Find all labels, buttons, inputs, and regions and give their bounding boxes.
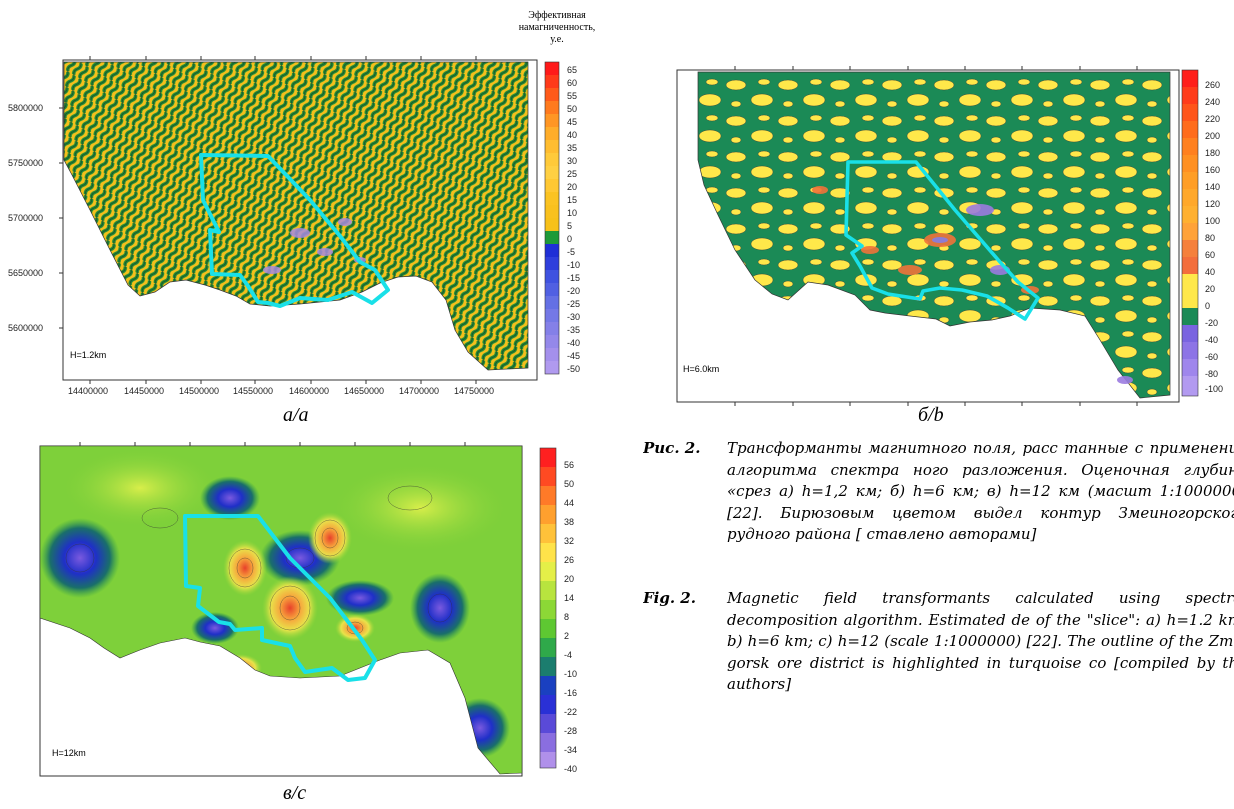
x-tick-label: 14500000 [179, 386, 220, 396]
colorbar-label: 50 [567, 104, 578, 114]
colorbar-a [544, 61, 560, 375]
colorbar-label: -5 [567, 247, 576, 257]
ore-district-contour [183, 514, 377, 682]
colorbar-label: -80 [1205, 369, 1219, 379]
colorbar-label: -40 [567, 338, 581, 348]
colorbar-title: Эффективная намагниченность, у.е. [518, 10, 596, 45]
colorbar-label: -30 [567, 312, 581, 322]
colorbar-label: 25 [567, 169, 578, 179]
colorbar-label: 45 [567, 117, 578, 127]
colorbar-label: 56 [564, 460, 575, 470]
colorbar-label: 55 [567, 91, 578, 101]
colorbar-label: 32 [564, 536, 575, 546]
colorbar-label: 65 [567, 65, 578, 75]
map-area [63, 61, 529, 371]
colorbar-label: 50 [564, 479, 575, 489]
colorbar-label: 140 [1205, 182, 1221, 192]
colorbar-label: -20 [567, 286, 581, 296]
y-tick-label: 5750000 [8, 158, 44, 168]
x-tick-label: 14550000 [233, 386, 274, 396]
magnetization-map-a [59, 56, 560, 384]
colorbar-label: 120 [1205, 199, 1221, 209]
ore-district-contour [199, 153, 390, 308]
colorbar-label: 44 [564, 498, 575, 508]
map-frame [62, 59, 538, 381]
colorbar-label: 0 [567, 234, 573, 244]
colorbar-label: -100 [1205, 384, 1224, 394]
x-tick-label: 14700000 [399, 386, 440, 396]
x-tick-label: 14600000 [289, 386, 330, 396]
panel-caption: б/b [918, 404, 944, 426]
caption-text: Magnetic field transformants calculated … [727, 589, 1234, 693]
colorbar-label: 20 [567, 182, 578, 192]
colorbar-label: -60 [1205, 352, 1219, 362]
depth-label: H=12km [52, 748, 86, 758]
colorbar-label: 20 [564, 574, 575, 584]
colorbar-label: 8 [564, 612, 570, 622]
colorbar-label: -50 [567, 364, 581, 374]
colorbar-label: 60 [567, 78, 578, 88]
ore-district-contour [844, 160, 1040, 321]
colorbar-label: 35 [567, 143, 578, 153]
colorbar-label: -25 [567, 299, 581, 309]
colorbar-label: 2 [564, 631, 570, 641]
colorbar-label: -22 [564, 707, 578, 717]
colorbar-label: -28 [564, 726, 578, 736]
y-tick-label: 5700000 [8, 213, 44, 223]
magnetization-map-c [39, 442, 557, 777]
colorbar-label: 40 [1205, 267, 1216, 277]
x-tick-label: 14400000 [68, 386, 109, 396]
colorbar-label: -40 [1205, 335, 1219, 345]
x-tick-label: 14750000 [454, 386, 495, 396]
colorbar-label: 40 [567, 130, 578, 140]
colorbar-label: 30 [567, 156, 578, 166]
colorbar-label: -20 [1205, 318, 1219, 328]
depth-label: H=6.0km [683, 364, 720, 374]
figure-label: Рис. 2. [643, 439, 701, 457]
colorbar-label: 5 [567, 221, 573, 231]
colorbar-label: -10 [564, 669, 578, 679]
colorbar-label: 20 [1205, 284, 1216, 294]
colorbar-label: -35 [567, 325, 581, 335]
colorbar-label: 38 [564, 517, 575, 527]
x-tick-label: 14450000 [124, 386, 165, 396]
colorbar-label: 15 [567, 195, 578, 205]
colorbar-label: 180 [1205, 148, 1221, 158]
colorbar-label: -40 [564, 764, 578, 774]
y-tick-label: 5800000 [8, 103, 44, 113]
colorbar-label: 220 [1205, 114, 1221, 124]
colorbar-label: -16 [564, 688, 578, 698]
colorbar-b [1181, 69, 1199, 397]
y-tick-label: 5600000 [8, 323, 44, 333]
y-tick-label: 5650000 [8, 268, 44, 278]
figure-label: Fig. 2. [643, 589, 696, 607]
figure-caption-en: Fig. 2. Magnetic field transformants cal… [643, 588, 1234, 803]
colorbar-label: -34 [564, 745, 578, 755]
x-tick-label: 14650000 [344, 386, 385, 396]
colorbar-label: 160 [1205, 165, 1221, 175]
colorbar-label: 26 [564, 555, 575, 565]
depth-label: H=1.2km [70, 350, 107, 360]
caption-text: Трансформанты магнитного поля, расс танн… [727, 439, 1234, 543]
colorbar-label: 260 [1205, 80, 1221, 90]
colorbar-label: -15 [567, 273, 581, 283]
colorbar-label: 100 [1205, 216, 1221, 226]
magnetization-map-b [676, 66, 1199, 406]
colorbar-label: 80 [1205, 233, 1216, 243]
colorbar-label: 0 [1205, 301, 1211, 311]
colorbar-label: -4 [564, 650, 573, 660]
colorbar-label: 200 [1205, 131, 1221, 141]
colorbar-label: 10 [567, 208, 578, 218]
colorbar-label: -10 [567, 260, 581, 270]
colorbar-label: 60 [1205, 250, 1216, 260]
colorbar-label: 240 [1205, 97, 1221, 107]
colorbar-label: 14 [564, 593, 575, 603]
panel-caption: а/a [283, 404, 309, 426]
map-area [40, 446, 522, 774]
colorbar-label: -45 [567, 351, 581, 361]
figure-caption-ru: Рис. 2. Трансформанты магнитного поля, р… [643, 438, 1234, 588]
panel-caption: в/c [283, 782, 307, 804]
colorbar-c [539, 447, 557, 769]
